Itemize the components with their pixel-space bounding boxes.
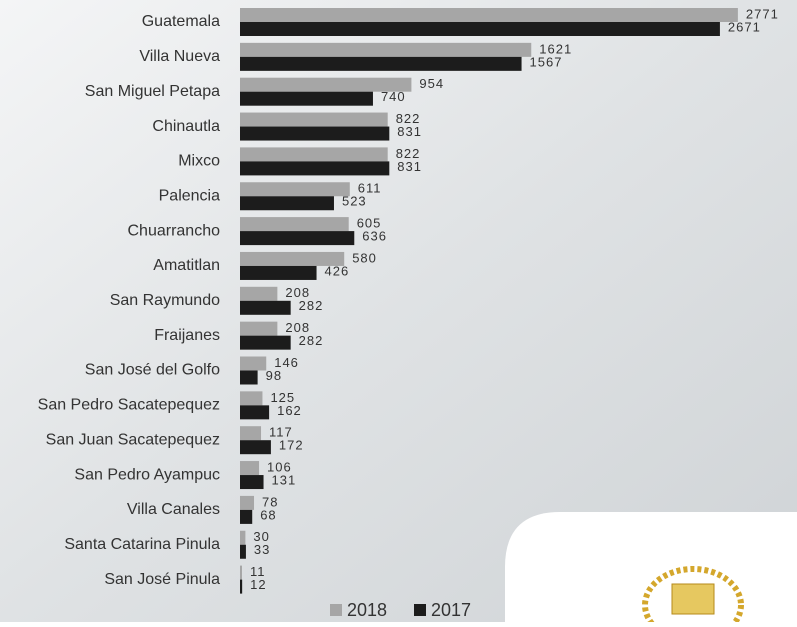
category-label: San Juan Sacatepequez	[46, 431, 220, 448]
legend-swatch	[414, 604, 426, 616]
value-label: 98	[266, 368, 282, 383]
value-label: 636	[362, 229, 387, 244]
category-label: Santa Catarina Pinula	[64, 536, 220, 553]
bar	[240, 265, 317, 280]
value-label: 605	[357, 216, 382, 231]
legend-swatch	[330, 604, 342, 616]
category-label: Amatitlan	[153, 257, 220, 274]
value-label: 78	[262, 494, 278, 509]
bar	[240, 321, 278, 336]
bar	[240, 126, 390, 141]
value-label: 68	[260, 507, 276, 522]
category-label: Palencia	[159, 187, 220, 204]
value-label: 2771	[746, 6, 779, 21]
category-label: Villa Canales	[127, 501, 220, 518]
value-label: 954	[419, 76, 444, 91]
bar	[240, 335, 291, 350]
bar	[240, 251, 345, 266]
bar	[240, 56, 522, 71]
value-label: 740	[381, 89, 406, 104]
bar	[240, 217, 349, 232]
category-label: San Pedro Ayampuc	[74, 466, 220, 483]
value-label: 426	[325, 263, 350, 278]
value-label: 1567	[530, 54, 563, 69]
value-label: 33	[254, 542, 270, 557]
emblem	[642, 566, 744, 627]
category-label: San José Pinula	[104, 571, 220, 588]
value-label: 162	[277, 403, 302, 418]
bar	[240, 112, 388, 127]
bar	[240, 147, 388, 162]
value-label: 282	[299, 333, 324, 348]
value-label: 831	[397, 159, 422, 174]
value-label: 131	[272, 472, 297, 487]
bar	[240, 544, 246, 559]
value-label: 117	[269, 425, 293, 440]
value-label: 282	[299, 298, 324, 313]
bar	[240, 300, 291, 315]
bar	[240, 77, 412, 92]
value-label: 580	[352, 250, 377, 265]
value-label: 831	[397, 124, 422, 139]
category-label: San Pedro Sacatepequez	[38, 397, 220, 414]
category-label: Mixco	[178, 153, 220, 170]
value-label: 208	[285, 285, 310, 300]
value-label: 30	[253, 529, 269, 544]
legend-label: 2017	[431, 600, 471, 620]
value-label: 11	[250, 564, 265, 579]
bar	[240, 22, 720, 36]
bar	[240, 509, 253, 524]
bar	[240, 161, 390, 176]
value-label: 822	[396, 146, 421, 161]
bar	[240, 391, 263, 406]
bar	[240, 461, 260, 476]
value-label: 208	[285, 320, 310, 335]
bar	[240, 579, 243, 594]
value-label: 822	[396, 111, 421, 126]
value-label: 1621	[539, 41, 572, 56]
bar	[240, 475, 264, 490]
value-label: 146	[274, 355, 299, 370]
bar	[240, 530, 246, 545]
white-panel	[505, 512, 797, 622]
bar	[240, 426, 262, 441]
category-label: Fraijanes	[154, 327, 220, 344]
value-label: 172	[279, 438, 304, 453]
value-label: 2671	[728, 19, 761, 34]
bar	[240, 495, 255, 510]
bar	[240, 405, 270, 420]
value-label: 106	[267, 459, 292, 474]
bar	[240, 370, 258, 385]
value-label: 125	[270, 390, 295, 405]
value-label: 611	[358, 181, 382, 196]
bar	[240, 231, 355, 246]
legend-label: 2018	[347, 600, 387, 620]
category-label: San Miguel Petapa	[85, 83, 220, 100]
bar	[240, 440, 271, 455]
bar	[240, 356, 267, 371]
category-label: Chinautla	[152, 118, 220, 135]
bar	[240, 286, 278, 301]
value-label: 12	[250, 577, 266, 592]
bar	[240, 196, 334, 211]
category-label: San José del Golfo	[85, 362, 220, 379]
bar	[240, 42, 532, 57]
bar	[240, 182, 350, 197]
value-label: 523	[342, 194, 367, 209]
bar	[240, 565, 242, 580]
bar	[240, 91, 373, 106]
bar	[240, 8, 738, 22]
category-label: San Raymundo	[110, 292, 220, 309]
category-label: Guatemala	[142, 13, 220, 30]
category-label: Chuarrancho	[128, 222, 221, 239]
category-label: Villa Nueva	[139, 48, 220, 65]
